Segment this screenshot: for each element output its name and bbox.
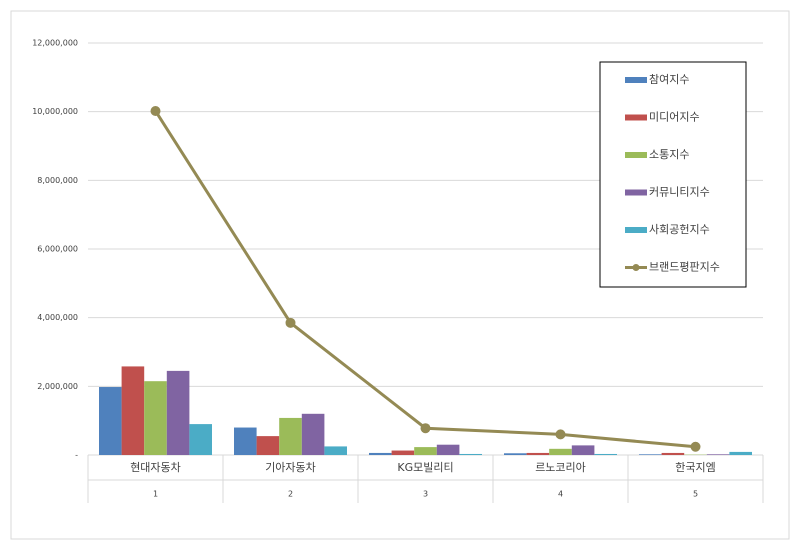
legend-box: [599, 61, 747, 288]
rank-label: 2: [288, 490, 293, 499]
line-marker: [420, 423, 431, 434]
bar: [504, 453, 527, 455]
bar: [436, 444, 460, 455]
bar: [594, 453, 617, 455]
bar: [706, 454, 730, 455]
line-marker: [690, 441, 701, 452]
legend-swatch: [625, 227, 647, 233]
y-tick-label: 2,000,000: [37, 382, 78, 391]
y-tick-label: 10,000,000: [32, 107, 78, 116]
bar: [571, 445, 595, 455]
x-tick-label: 한국지엠: [675, 461, 715, 474]
bar: [279, 417, 302, 455]
bar: [166, 370, 190, 455]
bar: [526, 452, 550, 455]
bar: [369, 452, 392, 455]
bar: [301, 413, 325, 455]
rank-label: 3: [423, 490, 428, 499]
bar: [234, 427, 257, 455]
legend-swatch: [625, 114, 647, 121]
legend-label: 사회공헌지수: [649, 223, 710, 236]
y-tick-label: 4,000,000: [37, 313, 78, 322]
bar: [324, 446, 347, 455]
rank-label: 5: [693, 490, 698, 499]
bar: [639, 454, 662, 455]
rank-label: 1: [153, 490, 158, 499]
x-tick-label: 르노코리아: [535, 461, 586, 474]
bar: [414, 447, 437, 455]
line-marker: [555, 429, 566, 440]
line-marker: [150, 105, 161, 116]
legend-label: 참여지수: [649, 73, 689, 86]
bar: [391, 450, 415, 455]
y-tick-label: 8,000,000: [37, 176, 78, 185]
x-tick-label: 현대자동차: [130, 461, 181, 474]
bar: [549, 448, 572, 455]
bar: [661, 452, 685, 455]
bar: [256, 436, 280, 455]
y-tick-label: 12,000,000: [32, 39, 78, 48]
x-tick-label: 기아자동차: [265, 461, 316, 474]
legend-label: 브랜드평판지수: [649, 261, 720, 274]
x-tick-label: KG모빌리티: [397, 461, 453, 474]
legend-swatch: [632, 264, 640, 271]
bar: [189, 424, 212, 455]
bar: [121, 366, 145, 455]
bar: [144, 381, 167, 455]
legend-label: 소통지수: [649, 148, 689, 161]
y-tick-label: -: [75, 451, 78, 460]
legend-swatch: [625, 152, 647, 158]
legend-swatch: [625, 77, 647, 83]
legend-label: 미디어지수: [649, 111, 700, 124]
bar: [729, 451, 752, 455]
legend-swatch: [625, 189, 647, 196]
bar: [99, 387, 122, 455]
line-marker: [285, 317, 296, 328]
legend-label: 커뮤니티지수: [649, 186, 710, 199]
rank-label: 4: [558, 490, 563, 499]
bar: [459, 453, 482, 455]
y-tick-label: 6,000,000: [37, 245, 78, 254]
